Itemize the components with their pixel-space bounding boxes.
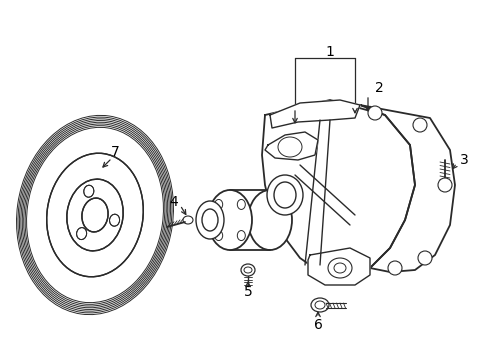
Ellipse shape: [437, 178, 451, 192]
Ellipse shape: [417, 251, 431, 265]
Ellipse shape: [278, 137, 302, 157]
Ellipse shape: [196, 201, 224, 239]
Ellipse shape: [314, 301, 325, 309]
Ellipse shape: [67, 179, 123, 251]
Ellipse shape: [266, 175, 303, 215]
Text: 5: 5: [243, 285, 252, 299]
Polygon shape: [359, 105, 454, 272]
Polygon shape: [269, 100, 359, 128]
Ellipse shape: [214, 199, 222, 210]
Ellipse shape: [333, 263, 346, 273]
Ellipse shape: [310, 298, 328, 312]
Ellipse shape: [46, 153, 143, 277]
Ellipse shape: [202, 209, 218, 231]
Ellipse shape: [237, 230, 245, 240]
Ellipse shape: [244, 267, 251, 273]
Ellipse shape: [109, 214, 120, 226]
Text: 4: 4: [169, 195, 178, 209]
Text: 6: 6: [313, 318, 322, 332]
Polygon shape: [264, 132, 317, 160]
Ellipse shape: [273, 182, 295, 208]
Ellipse shape: [214, 230, 222, 240]
Ellipse shape: [247, 190, 291, 250]
Polygon shape: [307, 248, 369, 285]
Ellipse shape: [183, 216, 193, 224]
Ellipse shape: [237, 199, 245, 210]
Ellipse shape: [327, 258, 351, 278]
Text: 7: 7: [110, 145, 119, 159]
Ellipse shape: [77, 228, 86, 239]
Ellipse shape: [241, 264, 254, 276]
Text: 1: 1: [325, 45, 334, 59]
Ellipse shape: [82, 198, 108, 232]
Ellipse shape: [83, 185, 94, 197]
Ellipse shape: [439, 154, 449, 162]
Ellipse shape: [387, 261, 401, 275]
Ellipse shape: [367, 106, 381, 120]
Polygon shape: [262, 100, 414, 278]
Text: 2: 2: [374, 81, 383, 95]
Text: 3: 3: [459, 153, 468, 167]
Ellipse shape: [207, 190, 251, 250]
Ellipse shape: [412, 118, 426, 132]
